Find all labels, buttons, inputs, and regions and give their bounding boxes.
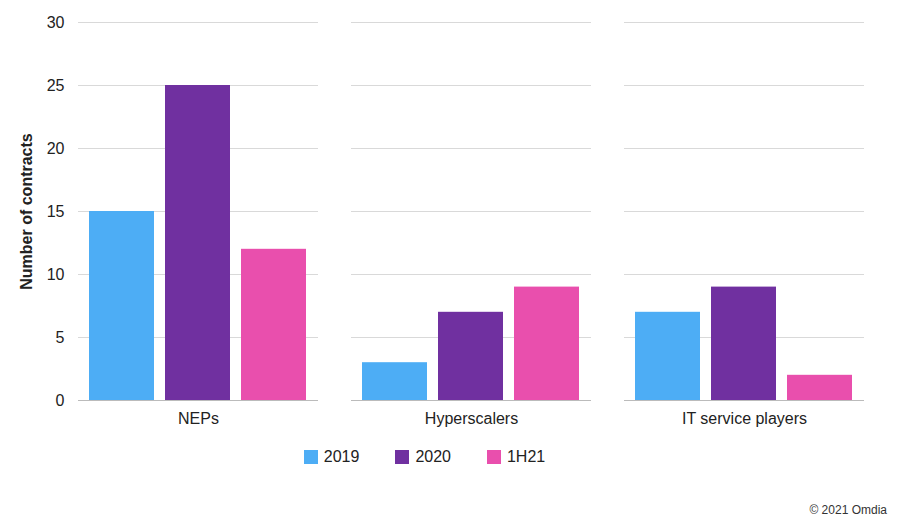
svg-text:30: 30 [47, 14, 65, 31]
svg-text:10: 10 [47, 266, 65, 283]
svg-text:5: 5 [56, 329, 65, 346]
svg-text:15: 15 [47, 203, 65, 220]
html-text:2020: 2020 [415, 448, 451, 465]
svg-text:20: 20 [47, 140, 65, 157]
svg-text:0: 0 [56, 392, 65, 409]
svg-text:NEPs: NEPs [178, 410, 219, 427]
html-text:2019: 2019 [323, 448, 360, 465]
svg-text:Hyperscalers: Hyperscalers [425, 410, 518, 427]
html-text:© 2021 Omdia: © 2021 Omdia [809, 503, 887, 517]
svg-text:IT service players: IT service players [682, 410, 807, 427]
html-text:1H21: 1H21 [507, 448, 546, 465]
svg-text:25: 25 [47, 77, 65, 94]
svg-text:Number of contracts: Number of contracts [18, 133, 35, 290]
